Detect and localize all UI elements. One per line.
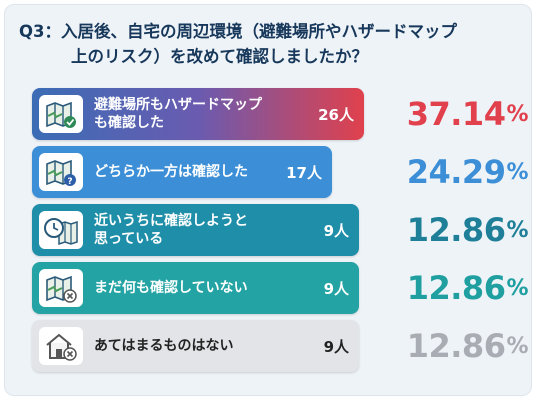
title-line-2: 上のリスク）を改めて確認しましたか？ [71, 47, 368, 66]
count-label: 9人 [323, 221, 349, 240]
percent-value: 12.86 [406, 211, 506, 249]
bar [32, 320, 359, 372]
count-label: 17人 [286, 163, 322, 182]
house-cross-icon [39, 327, 83, 365]
map-cross-icon [39, 269, 83, 307]
category-label: あてはまるものはない [94, 338, 234, 354]
category-label: 避難場所もハザードマップ も確認した [94, 97, 262, 131]
category-label: 近いうちに確認しようと 思っている [94, 213, 248, 247]
svg-text:?: ? [67, 177, 72, 187]
bar-row: まだ何も確認していない 9人 12.86% [32, 262, 532, 314]
percent-unit: % [506, 159, 528, 185]
count-label: 9人 [323, 337, 349, 356]
category-label: どちらか一方は確認した [94, 164, 248, 180]
bar [32, 262, 359, 314]
bar-row: 近いうちに確認しようと 思っている 9人 12.86% [32, 204, 532, 256]
bar-row: ? どちらか一方は確認した 17人 24.29% [32, 146, 532, 198]
percent-unit: % [506, 275, 528, 301]
percent-value: 12.86 [406, 269, 506, 307]
percent-value: 24.29 [406, 153, 506, 191]
map-question-icon: ? [39, 153, 83, 191]
title-line-1: Q3：入居後、自宅の周辺環境（避難場所やハザードマップ [19, 22, 458, 41]
percent-unit: % [506, 333, 528, 359]
bar [32, 88, 364, 140]
percent-label: 12.86% [376, 320, 529, 372]
percent-label: 12.86% [376, 262, 529, 314]
percent-label: 12.86% [376, 204, 529, 256]
count-label: 26人 [318, 105, 354, 124]
percent-label: 37.14% [376, 88, 529, 140]
percent-unit: % [506, 217, 528, 243]
category-label: まだ何も確認していない [94, 280, 248, 296]
bar-row: あてはまるものはない 9人 12.86% [32, 320, 532, 372]
bar [32, 204, 359, 256]
map-check-icon [39, 95, 83, 133]
count-label: 9人 [323, 279, 349, 298]
clock-map-icon [39, 211, 83, 249]
percent-value: 37.14 [406, 95, 506, 133]
percent-value: 12.86 [406, 327, 506, 365]
percent-label: 24.29% [376, 146, 529, 198]
bar-row: 避難場所もハザードマップ も確認した 26人 37.14% [32, 88, 532, 140]
question-title: Q3：入居後、自宅の周辺環境（避難場所やハザードマップ 上のリスク）を改めて確認… [19, 19, 527, 69]
percent-unit: % [506, 101, 528, 127]
